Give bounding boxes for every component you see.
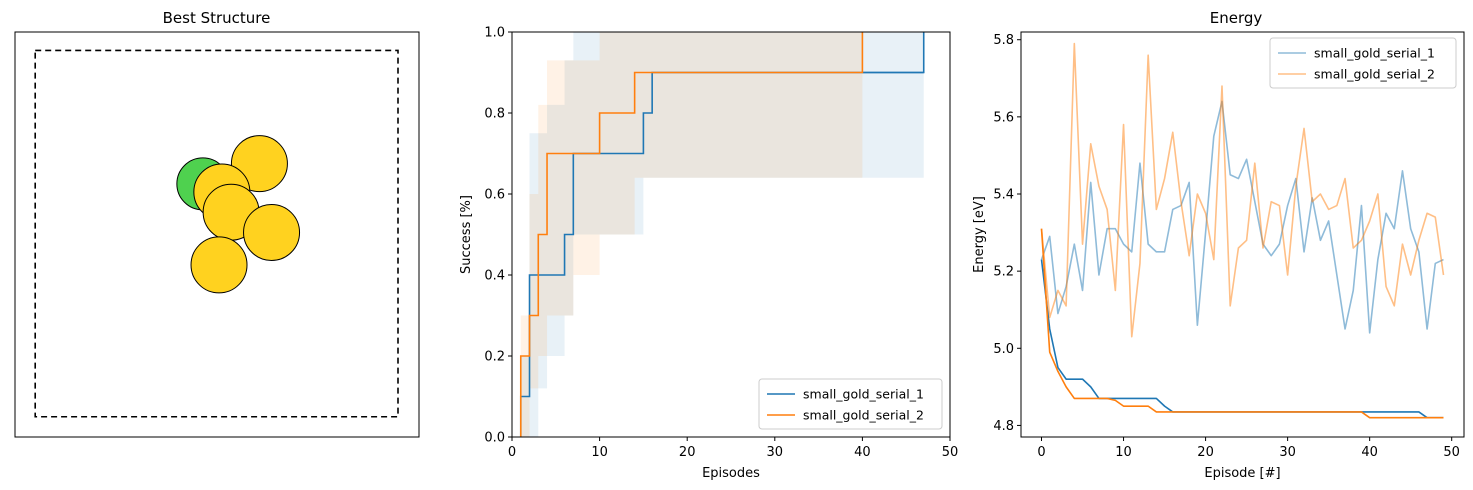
energy-ytick-label: 4.8 xyxy=(993,419,1014,434)
unit-cell-box xyxy=(34,49,399,418)
energy-legend-box xyxy=(1269,37,1457,89)
success-legend: small_gold_serial_1 small_gold_serial_2 xyxy=(758,378,943,430)
energy-ylabel: Energy [eV] xyxy=(972,196,987,273)
success-band-2 xyxy=(520,32,863,437)
success-bands xyxy=(520,32,924,437)
atoms-group xyxy=(34,49,399,418)
success-ticks: 0 10 20 30 40 50 0.0 0.2 0.4 0.6 0.8 1.0 xyxy=(484,26,958,461)
best-structure-panel: Best Structure xyxy=(14,9,420,438)
energy-ticks: 0 10 20 30 40 50 4.8 5.0 5.2 5.4 5.6 5.8 xyxy=(993,33,1460,460)
success-ytick-label: 0.8 xyxy=(484,107,505,122)
energy-ytick-label: 5.2 xyxy=(993,265,1014,280)
energy-line-4 xyxy=(1040,228,1444,419)
success-lines xyxy=(519,32,925,437)
energy-legend-label-1: small_gold_serial_1 xyxy=(1314,46,1435,61)
success-legend-box xyxy=(758,378,943,430)
energy-xtick-label: 10 xyxy=(1115,445,1132,460)
success-line-1-tail xyxy=(862,32,925,74)
best-structure-title: Best Structure xyxy=(163,9,271,27)
energy-ytick-label: 5.6 xyxy=(993,110,1014,125)
success-band-1 xyxy=(520,32,924,437)
energy-panel: Energy 0 10 20 30 40 50 4.8 5.0 5.2 5.4 5.6 5.8 Epi… xyxy=(972,9,1465,481)
success-xtick-label: 50 xyxy=(942,445,959,460)
success-ytick-label: 0.4 xyxy=(484,269,505,284)
success-panel: 0 10 20 30 40 50 0.0 0.2 0.4 0.6 0.8 1.0 Episodes S… xyxy=(459,26,958,482)
success-line-1 xyxy=(519,71,924,437)
energy-legend: small_gold_serial_1 small_gold_serial_2 xyxy=(1269,37,1457,89)
energy-xtick-label: 20 xyxy=(1197,445,1214,460)
success-legend-label-1: small_gold_serial_1 xyxy=(803,387,924,402)
success-xlabel: Episodes xyxy=(702,466,760,481)
energy-xtick-label: 40 xyxy=(1361,445,1378,460)
success-legend-label-2: small_gold_serial_2 xyxy=(803,408,924,423)
success-xtick-label: 20 xyxy=(679,445,696,460)
success-xtick-label: 10 xyxy=(591,445,608,460)
success-xtick-label: 0 xyxy=(508,445,516,460)
success-ytick-label: 0.6 xyxy=(484,188,505,203)
atom-5 xyxy=(190,236,248,294)
success-frame xyxy=(511,31,951,438)
energy-xtick-label: 30 xyxy=(1279,445,1296,460)
energy-lines xyxy=(1040,42,1445,419)
success-ylabel: Success [%] xyxy=(459,195,474,274)
energy-line-2 xyxy=(1040,42,1445,338)
structure-frame xyxy=(14,31,420,438)
success-ytick-label: 0.0 xyxy=(484,431,505,446)
success-line-2 xyxy=(519,32,864,437)
energy-ytick-label: 5.8 xyxy=(993,33,1014,48)
energy-xtick-label: 0 xyxy=(1037,445,1045,460)
success-xtick-label: 30 xyxy=(767,445,784,460)
energy-frame xyxy=(1020,31,1465,438)
energy-ytick-label: 5.0 xyxy=(993,342,1014,357)
energy-xtick-label: 50 xyxy=(1443,445,1460,460)
success-ytick-label: 0.2 xyxy=(484,350,505,365)
energy-legend-label-2: small_gold_serial_2 xyxy=(1314,67,1435,82)
success-ytick-label: 1.0 xyxy=(484,26,505,41)
energy-ytick-label: 5.4 xyxy=(993,188,1014,203)
success-xtick-label: 40 xyxy=(854,445,871,460)
energy-xlabel: Episode [#] xyxy=(1204,466,1280,481)
atom-4 xyxy=(243,203,301,261)
energy-title: Energy xyxy=(1210,9,1263,27)
